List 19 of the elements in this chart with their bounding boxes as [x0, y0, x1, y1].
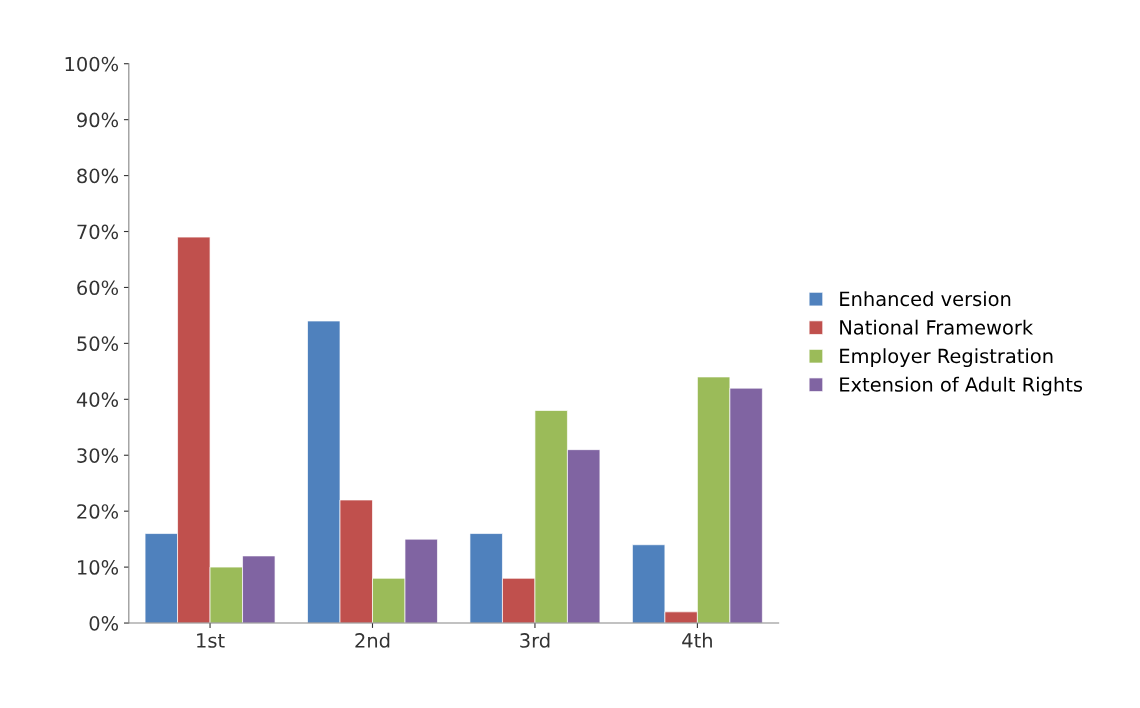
y-tick-label: 30% — [77, 448, 119, 463]
legend-label: Employer Registration — [840, 348, 1053, 368]
y-tick-label: 40% — [76, 392, 119, 407]
y-tick-label: 90% — [77, 112, 119, 128]
x-tick-label: 4th — [682, 632, 712, 648]
y-tick-label: 60% — [77, 280, 119, 296]
legend-label: Extension of Adult Rights — [840, 376, 1083, 396]
y-tick-label: 80% — [77, 168, 119, 184]
y-tick-label: 100% — [65, 56, 119, 72]
x-tick-label: 2nd — [355, 632, 390, 648]
x-tick-label: 3rd — [520, 632, 550, 648]
x-tick-label: 1st — [197, 633, 225, 648]
y-tick-label: 50% — [77, 336, 119, 352]
y-tick-label: 10% — [78, 560, 119, 575]
legend-label: National Framework — [840, 319, 1034, 335]
y-tick-label: 70% — [77, 224, 119, 240]
y-tick-label: 20% — [77, 504, 119, 519]
legend-label: Enhanced version — [840, 291, 1011, 307]
y-tick-label: 0% — [89, 616, 119, 631]
